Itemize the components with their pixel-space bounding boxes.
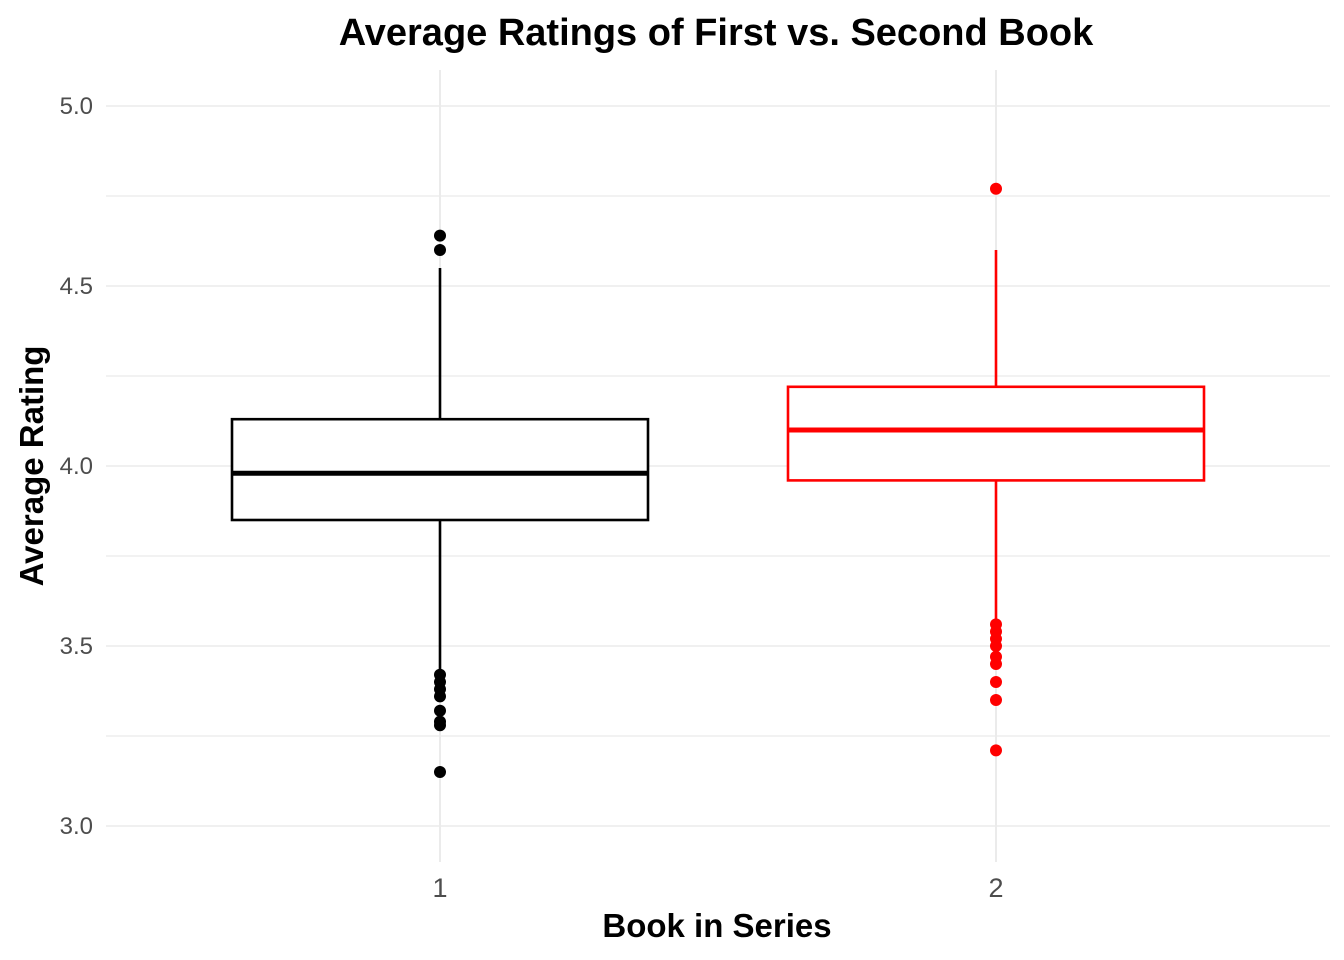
- outlier-point: [990, 640, 1002, 652]
- outlier-point: [434, 704, 446, 717]
- y-tick-label: 3.5: [60, 633, 93, 660]
- outlier-point: [434, 766, 446, 778]
- y-axis-title: Average Rating: [13, 346, 50, 587]
- x-tick-label: 1: [432, 873, 447, 903]
- box-series: [230, 182, 1206, 778]
- box-group-2: [786, 182, 1206, 757]
- outlier-point: [434, 229, 446, 242]
- outlier-point: [990, 658, 1002, 670]
- outlier-point: [990, 182, 1002, 195]
- box-group-1: [230, 229, 650, 778]
- y-tick-label: 4.5: [60, 273, 93, 300]
- outlier-point: [990, 676, 1002, 688]
- outlier-point: [434, 244, 446, 256]
- iqr-box: [230, 417, 650, 522]
- y-tick-label: 3.0: [60, 813, 93, 840]
- x-tick-label: 2: [988, 873, 1003, 903]
- outlier-point: [990, 694, 1002, 706]
- y-axis-ticks: 3.0 3.5 4.0 4.5 5.0: [60, 93, 93, 840]
- y-tick-label: 5.0: [60, 93, 93, 120]
- iqr-box: [786, 385, 1206, 482]
- outlier-point: [434, 690, 446, 703]
- outlier-point: [990, 744, 1002, 757]
- chart-title: Average Ratings of First vs. Second Book: [339, 12, 1094, 54]
- outlier-point: [434, 719, 446, 732]
- x-axis-title: Book in Series: [602, 907, 831, 944]
- y-tick-label: 4.0: [60, 453, 93, 480]
